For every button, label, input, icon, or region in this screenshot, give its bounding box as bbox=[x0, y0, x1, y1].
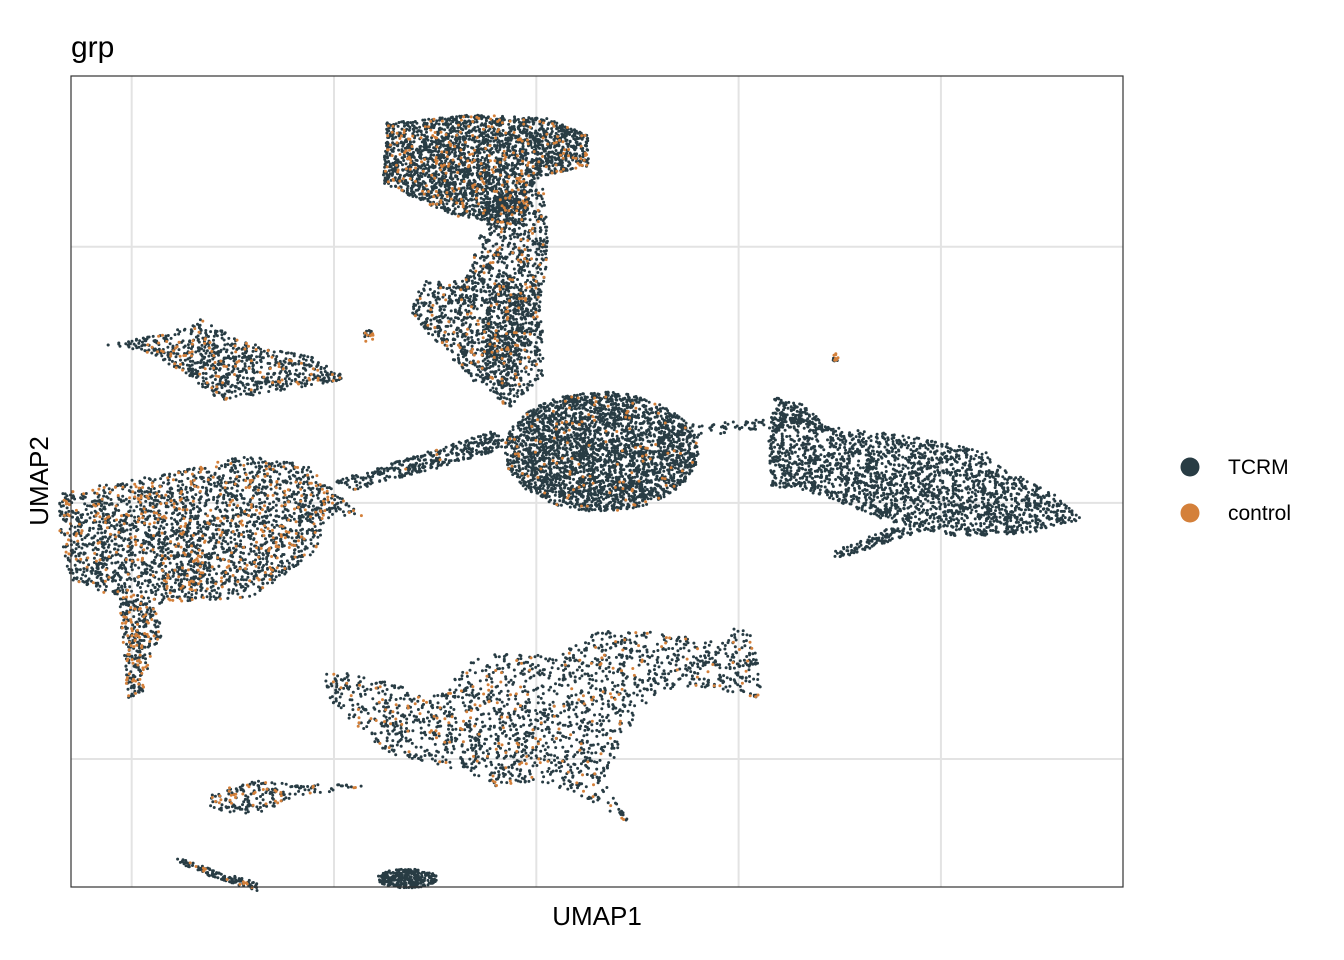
x-axis-label: UMAP1 bbox=[552, 901, 642, 931]
points-control bbox=[58, 114, 840, 889]
legend-marker-tcrm bbox=[1180, 457, 1200, 477]
legend: TCRM control bbox=[1180, 456, 1291, 525]
scatter-points bbox=[58, 113, 1081, 892]
chart-title: grp bbox=[71, 31, 114, 64]
legend-label-control: control bbox=[1228, 502, 1291, 525]
plot-border bbox=[70, 75, 1124, 888]
legend-marker-control bbox=[1180, 503, 1200, 523]
legend-label-tcrm: TCRM bbox=[1228, 456, 1289, 479]
points-tcrm bbox=[58, 113, 1081, 892]
y-axis-label: UMAP2 bbox=[24, 436, 54, 526]
